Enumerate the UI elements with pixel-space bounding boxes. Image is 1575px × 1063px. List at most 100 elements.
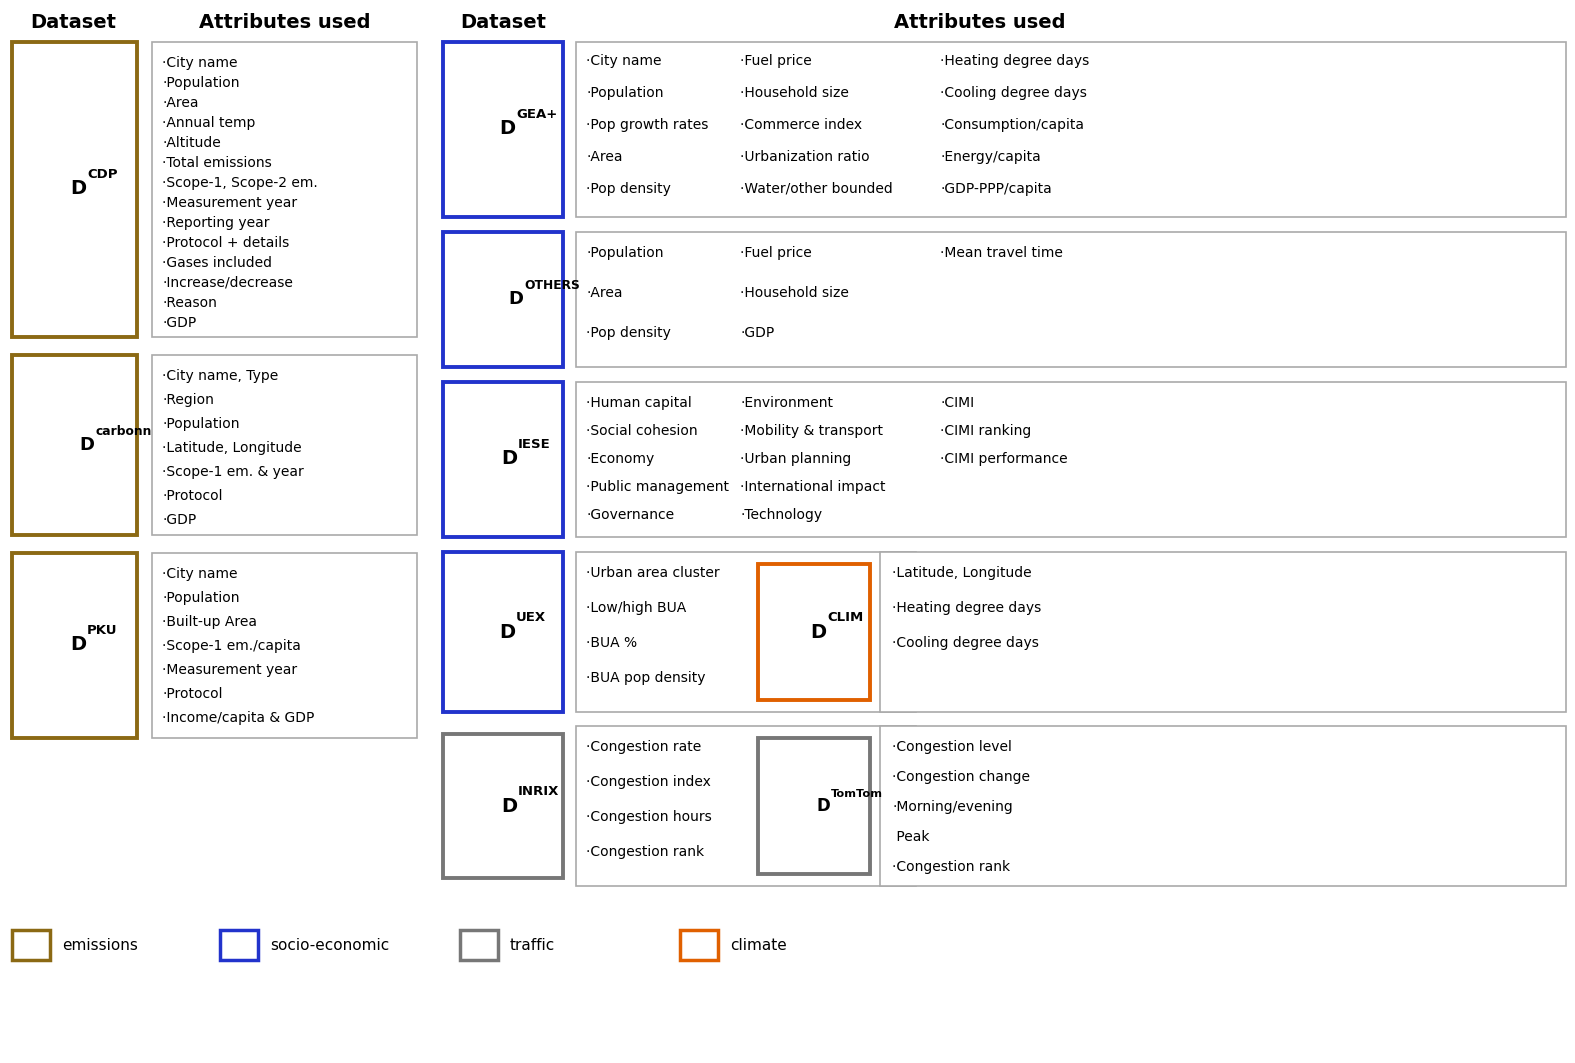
Text: ·Total emissions: ·Total emissions — [162, 156, 272, 170]
Text: ·Fuel price: ·Fuel price — [740, 246, 811, 260]
Text: ·Congestion change: ·Congestion change — [891, 770, 1030, 784]
Text: ·Consumption/capita: ·Consumption/capita — [940, 118, 1084, 132]
Text: Dataset: Dataset — [30, 13, 117, 32]
Text: ·Environment: ·Environment — [740, 396, 833, 410]
Text: ·Water/other bounded: ·Water/other bounded — [740, 182, 893, 196]
Text: ·Heating degree days: ·Heating degree days — [940, 54, 1090, 68]
Text: ·City name: ·City name — [586, 54, 662, 68]
Text: TomTom: TomTom — [832, 790, 884, 799]
Bar — [576, 552, 917, 712]
Text: ·Reporting year: ·Reporting year — [162, 216, 269, 230]
Bar — [880, 726, 1566, 885]
Text: D: D — [816, 797, 830, 815]
Text: ·Latitude, Longitude: ·Latitude, Longitude — [162, 441, 302, 455]
Text: ·Area: ·Area — [586, 150, 622, 164]
Text: traffic: traffic — [510, 938, 556, 952]
Text: ·Congestion hours: ·Congestion hours — [586, 810, 712, 824]
Text: ·Population: ·Population — [586, 246, 663, 260]
Text: ·Energy/capita: ·Energy/capita — [940, 150, 1041, 164]
Text: CDP: CDP — [87, 168, 118, 182]
Text: D: D — [499, 119, 515, 138]
Text: ·Congestion index: ·Congestion index — [586, 775, 710, 789]
Text: ·CIMI performance: ·CIMI performance — [940, 452, 1068, 466]
Text: ·Heating degree days: ·Heating degree days — [891, 601, 1041, 615]
Text: ·Protocol: ·Protocol — [162, 687, 222, 701]
Text: ·Increase/decrease: ·Increase/decrease — [162, 276, 293, 290]
Bar — [443, 382, 562, 537]
Text: ·Pop density: ·Pop density — [586, 326, 671, 340]
Text: GEA+: GEA+ — [517, 108, 558, 121]
Text: ·Region: ·Region — [162, 393, 214, 407]
Text: ·Congestion rank: ·Congestion rank — [586, 845, 704, 859]
Text: ·Scope-1 em. & year: ·Scope-1 em. & year — [162, 465, 304, 479]
Bar — [13, 43, 137, 337]
Text: INRIX: INRIX — [518, 786, 559, 798]
Bar — [153, 43, 417, 337]
Bar — [460, 930, 498, 960]
Text: ·GDP: ·GDP — [162, 513, 197, 527]
Text: carbonn: carbonn — [94, 425, 151, 438]
Text: CLIM: CLIM — [827, 611, 863, 624]
Text: IESE: IESE — [518, 438, 551, 452]
Bar — [680, 930, 718, 960]
Text: ·Fuel price: ·Fuel price — [740, 54, 811, 68]
Text: ·CIMI: ·CIMI — [940, 396, 973, 410]
Text: D: D — [810, 623, 825, 641]
Text: D: D — [501, 450, 517, 469]
Text: ·GDP: ·GDP — [162, 316, 197, 330]
Text: ·Altitude: ·Altitude — [162, 136, 221, 150]
Text: ·Pop density: ·Pop density — [586, 182, 671, 196]
Bar — [576, 726, 917, 885]
Text: ·Protocol: ·Protocol — [162, 489, 222, 503]
Text: ·Commerce index: ·Commerce index — [740, 118, 862, 132]
Text: ·City name: ·City name — [162, 56, 238, 70]
Text: ·Human capital: ·Human capital — [586, 396, 691, 410]
Text: ·City name, Type: ·City name, Type — [162, 369, 279, 383]
Text: ·Congestion rank: ·Congestion rank — [891, 860, 1010, 874]
Text: D: D — [509, 290, 523, 308]
Bar — [758, 564, 869, 701]
Text: ·CIMI ranking: ·CIMI ranking — [940, 424, 1032, 438]
Text: ·Public management: ·Public management — [586, 480, 729, 494]
Text: ·Household size: ·Household size — [740, 86, 849, 100]
Text: ·Pop growth rates: ·Pop growth rates — [586, 118, 709, 132]
Text: ·Congestion rate: ·Congestion rate — [586, 740, 701, 754]
Text: ·Economy: ·Economy — [586, 452, 654, 466]
Bar — [153, 355, 417, 535]
Text: ·Social cohesion: ·Social cohesion — [586, 424, 698, 438]
Text: ·Low/high BUA: ·Low/high BUA — [586, 601, 687, 615]
Text: ·Measurement year: ·Measurement year — [162, 663, 298, 677]
Text: ·Built-up Area: ·Built-up Area — [162, 615, 257, 629]
Text: PKU: PKU — [87, 624, 118, 638]
Text: ·Area: ·Area — [586, 286, 622, 300]
Text: ·Mobility & transport: ·Mobility & transport — [740, 424, 884, 438]
Bar — [576, 382, 1566, 537]
Text: OTHERS: OTHERS — [524, 279, 580, 292]
Bar — [758, 738, 869, 874]
Text: ·Congestion level: ·Congestion level — [891, 740, 1011, 754]
Text: ·GDP-PPP/capita: ·GDP-PPP/capita — [940, 182, 1052, 196]
Bar — [13, 553, 137, 738]
Text: ·Latitude, Longitude: ·Latitude, Longitude — [891, 566, 1032, 580]
Bar — [13, 930, 50, 960]
Text: D: D — [69, 180, 87, 199]
Text: ·Household size: ·Household size — [740, 286, 849, 300]
Text: socio-economic: socio-economic — [269, 938, 389, 952]
Text: Attributes used: Attributes used — [895, 13, 1066, 32]
Text: ·Population: ·Population — [162, 75, 239, 90]
Text: D: D — [79, 436, 94, 454]
Text: climate: climate — [729, 938, 788, 952]
Text: ·Scope-1 em./capita: ·Scope-1 em./capita — [162, 639, 301, 653]
Text: emissions: emissions — [61, 938, 139, 952]
Text: ·BUA pop density: ·BUA pop density — [586, 671, 706, 685]
Text: ·City name: ·City name — [162, 567, 238, 581]
Bar — [221, 930, 258, 960]
Bar — [443, 43, 562, 217]
Text: ·Reason: ·Reason — [162, 296, 217, 310]
Bar — [576, 43, 1566, 217]
Text: D: D — [499, 623, 515, 641]
Text: ·International impact: ·International impact — [740, 480, 885, 494]
Text: UEX: UEX — [517, 611, 547, 624]
Text: ·BUA %: ·BUA % — [586, 636, 638, 649]
Text: ·Measurement year: ·Measurement year — [162, 196, 298, 210]
